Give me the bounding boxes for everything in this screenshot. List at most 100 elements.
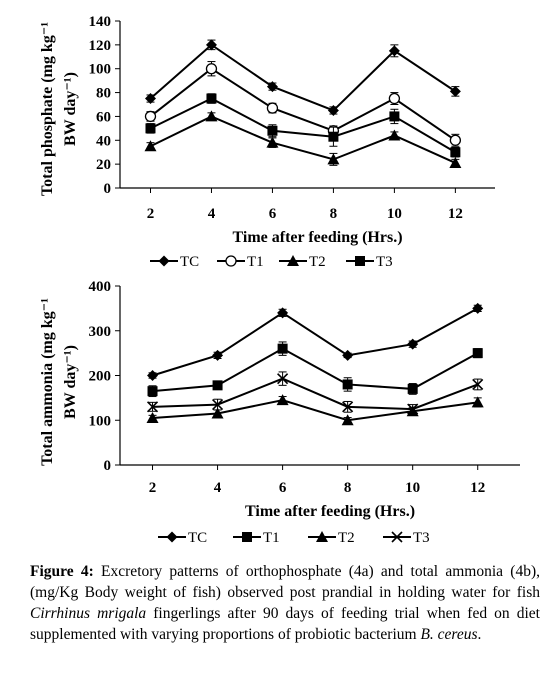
y-tick-label: 100	[89, 62, 112, 78]
data-point	[146, 401, 159, 413]
caption-species: Cirrhinus mrigala	[30, 605, 147, 622]
y-axis-label-line: Total phosphate (mg kg⁻¹	[39, 22, 56, 196]
legend-item-t2: T2	[308, 530, 355, 546]
data-point	[267, 125, 278, 136]
data-point	[342, 349, 354, 361]
data-point	[147, 370, 159, 381]
y-tick-label: 40	[96, 133, 111, 149]
x-axis-label: Time after feeding (Hrs.)	[232, 229, 402, 246]
data-point	[205, 39, 217, 51]
y-tick-label: 140	[89, 14, 112, 30]
legend-item-t2: T2	[279, 254, 326, 270]
y-tick-label: 20	[96, 157, 111, 173]
series-line	[152, 307, 479, 377]
data-point	[145, 123, 156, 134]
series-t1	[144, 61, 462, 147]
figure-caption: Figure 4: Excretory patterns of orthopho…	[30, 561, 540, 645]
legend-label: TC	[180, 254, 199, 270]
data-point	[206, 93, 217, 104]
legend-item-t3: T3	[383, 530, 430, 546]
caption-text-2: fingerlings after 90 days of feeding tri…	[30, 605, 540, 643]
data-point	[389, 111, 400, 122]
data-point	[205, 110, 218, 122]
caption-text-3: .	[477, 626, 482, 643]
legend-item-tc: TC	[150, 254, 199, 270]
x-tick-label: 2	[147, 206, 155, 222]
legend-item-t1: T1	[217, 254, 264, 270]
chart-2: 0 100 200 300 400 2 4 6 8 10 12 Time after feeding …	[39, 279, 520, 546]
data-point	[211, 407, 224, 419]
data-point	[211, 399, 224, 411]
data-point	[212, 380, 223, 391]
series-line	[150, 97, 456, 154]
legend-label: TC	[188, 530, 207, 546]
data-point	[266, 136, 279, 148]
series-line	[152, 399, 478, 422]
legend-marker	[242, 532, 252, 542]
y-tick-label: 60	[96, 109, 111, 125]
data-point	[472, 348, 483, 359]
data-point	[450, 147, 461, 158]
data-point	[144, 140, 157, 152]
data-point	[277, 343, 288, 354]
x-tick-label: 6	[279, 480, 287, 496]
legend-marker	[158, 255, 170, 267]
data-point	[266, 81, 278, 93]
y-tick-label: 100	[89, 413, 112, 429]
series-line	[152, 377, 479, 411]
legend-label: T2	[309, 254, 326, 270]
y-tick-label: 0	[104, 181, 112, 197]
data-point	[327, 153, 340, 165]
data-point	[277, 307, 289, 319]
legend-item-t1: T1	[233, 530, 280, 546]
series-t2	[146, 394, 484, 426]
x-tick-label: 10	[405, 480, 420, 496]
legend-label: T1	[247, 254, 264, 270]
data-point	[342, 401, 354, 413]
y-axis-label-line: BW day⁻¹)	[62, 72, 79, 146]
y-tick-label: 0	[104, 458, 112, 474]
series-line	[149, 43, 456, 112]
chart-1: 0 20 40 60 80 100 120 140 2 4 6 8 10 12 Time after fee…	[39, 14, 495, 270]
data-point	[388, 92, 401, 105]
x-tick-label: 4	[208, 206, 216, 222]
legend-marker	[166, 531, 178, 543]
legend: TC T1 T2 T3	[150, 254, 393, 270]
y-tick-label: 200	[89, 369, 112, 385]
series-t2	[144, 110, 462, 168]
series-line	[152, 347, 479, 393]
data-point	[147, 386, 158, 397]
data-point	[388, 129, 401, 141]
x-tick-label: 12	[448, 206, 463, 222]
series-line	[149, 67, 456, 142]
legend-item-tc: TC	[158, 530, 207, 546]
data-point	[328, 131, 339, 142]
data-point	[407, 403, 419, 415]
x-tick-label: 2	[149, 480, 157, 496]
x-tick-label: 8	[344, 480, 352, 496]
series-t1	[147, 341, 483, 398]
y-axis-label-line: Total ammonia (mg kg⁻¹	[39, 298, 56, 466]
x-axis-label: Time after feeding (Hrs.)	[245, 503, 415, 520]
y-tick-label: 300	[89, 324, 112, 340]
caption-bacterium: B. cereus	[420, 626, 478, 643]
legend-item-t3: T3	[346, 254, 393, 270]
data-point	[327, 104, 339, 116]
y-tick-label: 120	[89, 38, 112, 54]
data-point	[407, 338, 419, 350]
data-point	[449, 134, 462, 146]
x-tick-label: 4	[214, 480, 222, 496]
x-tick-label: 10	[387, 206, 402, 222]
data-point	[449, 156, 462, 168]
caption-label: Figure 4:	[30, 563, 94, 580]
legend-marker	[225, 255, 237, 267]
legend-label: T1	[263, 530, 280, 546]
legend-label: T3	[376, 254, 393, 270]
data-point	[277, 373, 289, 385]
data-point	[212, 349, 224, 361]
y-tick-label: 80	[96, 86, 111, 102]
data-point	[471, 396, 484, 408]
data-point	[266, 102, 279, 114]
y-tick-label: 400	[89, 279, 112, 295]
